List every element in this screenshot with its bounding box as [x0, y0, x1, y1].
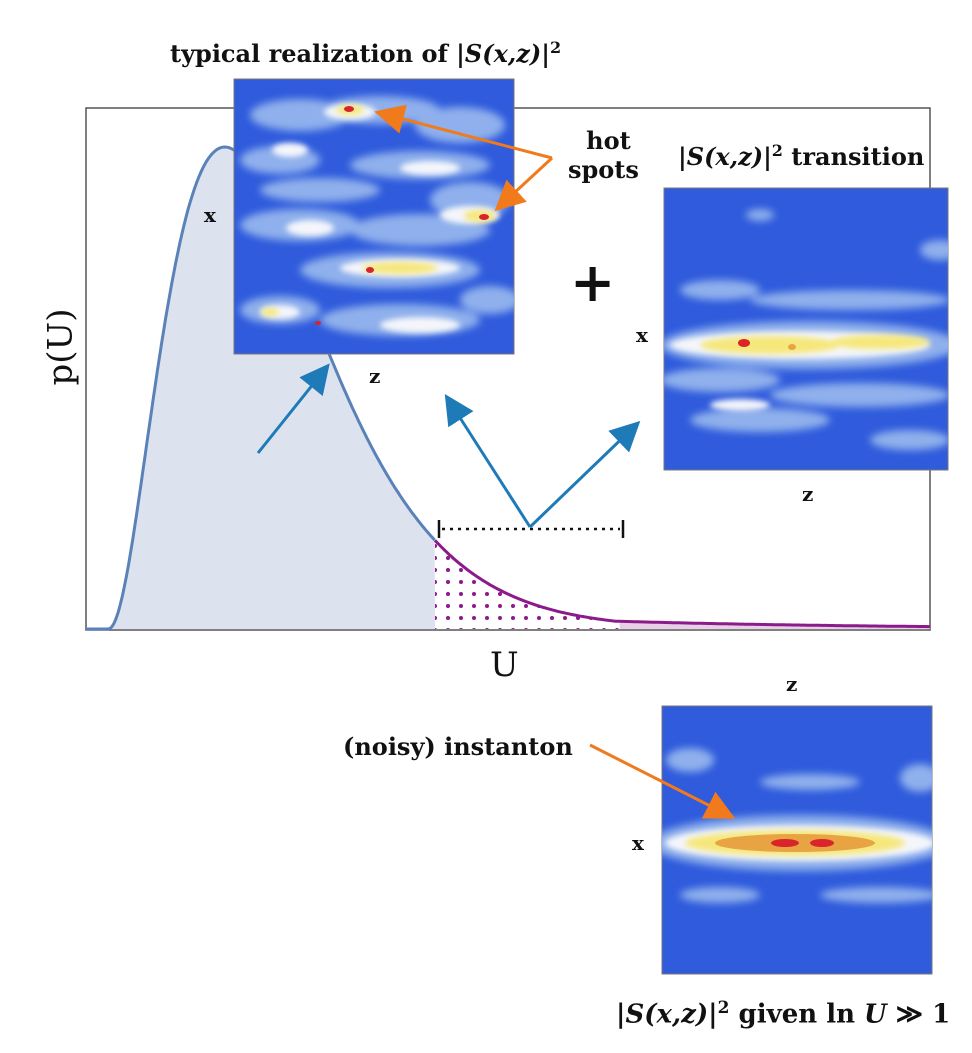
instanton-heatmap — [661, 705, 933, 975]
transition-x-label: x — [636, 323, 648, 347]
arrow-from-transition-right — [528, 420, 641, 529]
hot-spots-callout: hot spots — [568, 126, 639, 185]
transition-dotted-region — [435, 540, 620, 629]
typical-x-label: x — [204, 203, 216, 227]
typical-title-power: 2 — [549, 38, 562, 57]
typical-title-math: |S(x,z)| — [456, 39, 550, 68]
hot-spots-line-1: hot — [586, 126, 631, 155]
instanton-callout: (noisy) instanton — [343, 732, 573, 761]
instanton-caption: |S(x,z)|2 given ln U ≫ 1 — [616, 1000, 950, 1028]
distribution-body-fill — [86, 147, 435, 629]
distribution-tail-curve — [433, 539, 930, 629]
transition-panel-title: |S(x,z)|2 transition — [678, 143, 924, 169]
hot-spots-line-2: spots — [568, 154, 639, 184]
instanton-x-label: x — [632, 831, 644, 855]
instanton-caption-math-2: U — [864, 999, 887, 1030]
transition-title-text: transition — [791, 142, 925, 171]
transition-title-power: 2 — [771, 141, 783, 160]
transition-interval-bracket — [437, 520, 625, 538]
typical-z-label: z — [369, 364, 381, 388]
arrow-to-typical-panel — [256, 363, 330, 454]
y-axis-label: p(U) — [40, 308, 81, 386]
typical-realization-heatmap — [233, 78, 515, 355]
instanton-caption-power: 2 — [717, 998, 730, 1018]
typical-panel-title: typical realization of |S(x,z)|2 — [170, 40, 561, 66]
typical-title-text: typical realization of — [170, 39, 448, 68]
plus-operator: + — [570, 250, 616, 314]
instanton-caption-post: ≫ 1 — [895, 999, 951, 1030]
arrow-hot-spot-2 — [494, 156, 554, 212]
transition-heatmap — [663, 187, 949, 471]
instanton-caption-math: |S(x,z)| — [616, 999, 718, 1030]
x-axis-label: U — [490, 645, 519, 685]
transition-title-math: |S(x,z)| — [678, 142, 772, 171]
arrow-from-transition-left — [444, 393, 532, 528]
instanton-z-label: z — [786, 672, 798, 696]
arrow-instanton — [589, 743, 736, 819]
instanton-caption-mid: given ln — [738, 999, 855, 1030]
transition-z-label: z — [802, 482, 814, 506]
arrow-hot-spot-1 — [374, 104, 553, 160]
